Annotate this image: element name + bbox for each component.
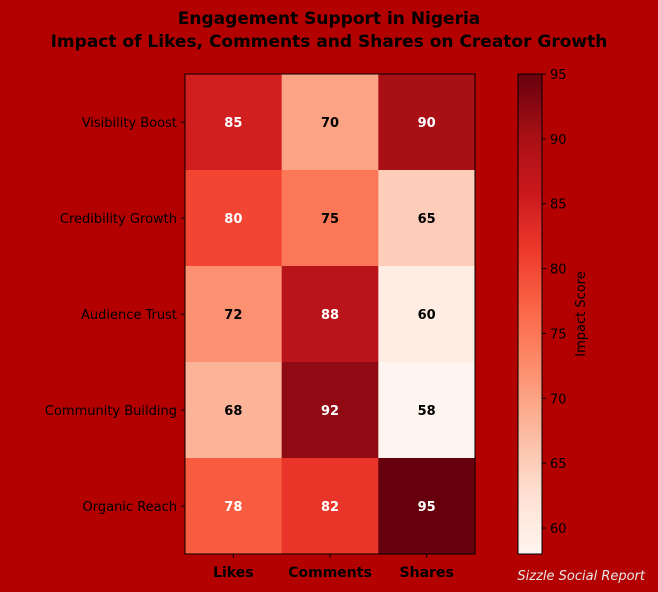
- heatmap-cell: [378, 362, 476, 459]
- cell-value-label: 90: [418, 116, 436, 131]
- heatmap-cell: [281, 74, 379, 171]
- column-label: Shares: [400, 565, 454, 581]
- row-label: Audience Trust: [81, 308, 177, 323]
- heatmap-cell: [378, 458, 476, 555]
- heatmap-cell: [185, 74, 283, 171]
- cell-value-label: 72: [224, 308, 242, 323]
- row-labels: Visibility Boost Credibility Growth Audien…: [45, 116, 185, 515]
- cell-value-label: 58: [418, 404, 436, 419]
- column-label: Comments: [288, 565, 372, 581]
- colorbar-tick-label: 65: [550, 457, 567, 472]
- colorbar-tick-label: 85: [550, 198, 567, 213]
- cell-value-label: 70: [321, 116, 339, 131]
- colorbar-ticks: 60 65 70 75 80 85 90 95: [542, 68, 567, 537]
- cell-value-label: 95: [418, 500, 436, 515]
- cell-value-label: 92: [321, 404, 339, 419]
- colorbar-tick-label: 75: [550, 327, 567, 342]
- heatmap-cell: [281, 266, 379, 363]
- heatmap-cell: [378, 74, 476, 171]
- heatmap-cell: [378, 266, 476, 363]
- row-label: Community Building: [45, 404, 177, 419]
- heatmap-cell: [185, 458, 283, 555]
- heatmap-cells: 85 70 90 80 75 65 72 88 60 68 92 58 78 82 95: [185, 74, 476, 555]
- colorbar-tick-label: 80: [550, 263, 567, 278]
- colorbar: [517, 73, 543, 555]
- colorbar-tick-label: 60: [550, 522, 567, 537]
- cell-value-label: 82: [321, 500, 339, 515]
- heatmap-cell: [281, 362, 379, 459]
- heatmap-cell: [185, 362, 283, 459]
- heatmap-cell: [185, 266, 283, 363]
- heatmap-cell: [185, 170, 283, 267]
- row-label: Credibility Growth: [60, 212, 177, 227]
- cell-value-label: 75: [321, 212, 339, 227]
- cell-value-label: 60: [418, 308, 436, 323]
- colorbar-label: Impact Score: [574, 271, 589, 357]
- footer-credit: Sizzle Social Report: [517, 569, 646, 584]
- colorbar-tick-label: 95: [550, 68, 567, 83]
- colorbar-tick-label: 70: [550, 392, 567, 407]
- cell-value-label: 65: [418, 212, 436, 227]
- heatmap-frame: [184, 73, 476, 555]
- heatmap-cell: [281, 170, 379, 267]
- chart-subtitle: Impact of Likes, Comments and Shares on …: [51, 32, 608, 52]
- cell-value-label: 78: [224, 500, 242, 515]
- cell-value-label: 80: [224, 212, 242, 227]
- colorbar-tick-label: 90: [550, 133, 567, 148]
- chart-title: Engagement Support in Nigeria: [178, 9, 481, 29]
- row-label: Organic Reach: [83, 500, 178, 515]
- heatmap-cell: [281, 458, 379, 555]
- heatmap-cell: [378, 170, 476, 267]
- cell-value-label: 88: [321, 308, 339, 323]
- row-label: Visibility Boost: [82, 116, 177, 131]
- cell-value-label: 68: [224, 404, 242, 419]
- cell-value-label: 85: [224, 116, 242, 131]
- column-labels: Likes Comments Shares: [213, 554, 454, 581]
- column-label: Likes: [213, 565, 253, 581]
